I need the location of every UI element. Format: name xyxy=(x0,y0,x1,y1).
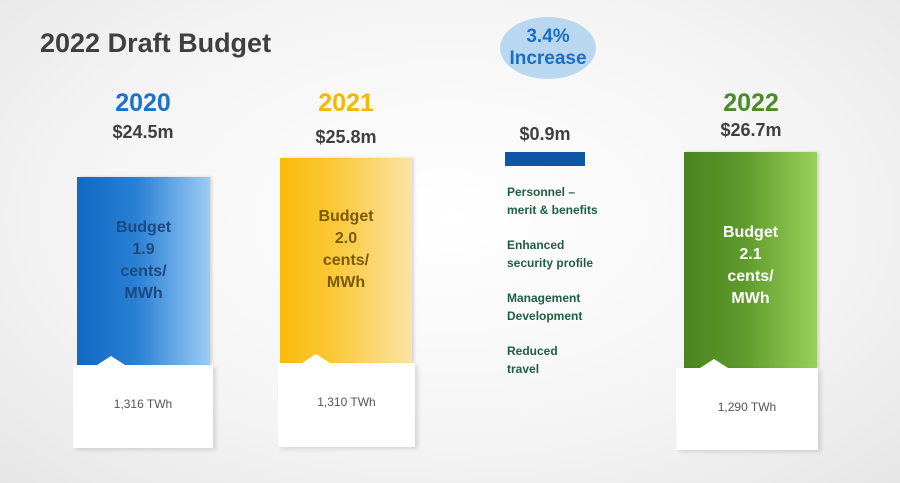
bar-text: Budget xyxy=(722,224,779,242)
year-label-2022: 2022 xyxy=(723,89,779,117)
amount-2022: $26.7m xyxy=(720,120,782,140)
bar-text: cents/ xyxy=(120,263,167,280)
amount-2020: $24.5m xyxy=(112,122,174,142)
notch xyxy=(97,356,125,365)
badge-percent: 3.4% xyxy=(526,26,570,47)
page-title: 2022 Draft Budget xyxy=(40,28,272,58)
increase-bar xyxy=(505,152,585,166)
badge-label: Increase xyxy=(509,48,587,69)
twh-2020: 1,316 TWh xyxy=(113,397,173,411)
amount-2021: $25.8m xyxy=(315,127,377,147)
item: Management Development xyxy=(507,291,583,323)
bar-text: 1.9 xyxy=(132,241,155,258)
twh-card-2022: 1,290 TWh xyxy=(676,359,818,450)
bar-text: cents/ xyxy=(322,252,370,270)
item: Personnel – merit & benefits xyxy=(507,185,598,217)
increase-items: Personnel – merit & benefits Enhanced se… xyxy=(507,183,599,395)
bar-text: 2.1 xyxy=(739,246,762,264)
bar-2022: Budget 2.1 cents/MWh xyxy=(684,152,817,368)
twh-card-2020: 1,316 TWh xyxy=(73,356,213,448)
twh-card-2021: 1,310 TWh xyxy=(278,354,415,447)
bar-text: Budget xyxy=(318,208,374,226)
bar-text: cents/ xyxy=(727,268,774,286)
year-label-2020: 2020 xyxy=(115,89,171,117)
increase-amount: $0.9m xyxy=(519,124,571,144)
bar-2021: Budget 2.0 cents/MWh xyxy=(280,158,412,363)
item: Enhanced security profile xyxy=(507,238,594,270)
item: Reduced travel xyxy=(507,344,558,376)
bar-text: MWh xyxy=(326,274,366,292)
bar-text: Budget xyxy=(115,219,172,236)
year-label-2021: 2021 xyxy=(318,89,374,117)
bar-2020: Budget 1.9 cents/MWh xyxy=(77,177,210,365)
twh-2021: 1,310 TWh xyxy=(317,395,376,409)
notch xyxy=(302,354,330,363)
notch xyxy=(700,359,728,368)
bar-text: 2.0 xyxy=(334,230,358,248)
increase-badge: 3.4% Increase xyxy=(500,17,596,79)
bar-text: MWh xyxy=(731,290,770,308)
bar-text: MWh xyxy=(124,285,163,302)
twh-2022: 1,290 TWh xyxy=(717,400,777,414)
